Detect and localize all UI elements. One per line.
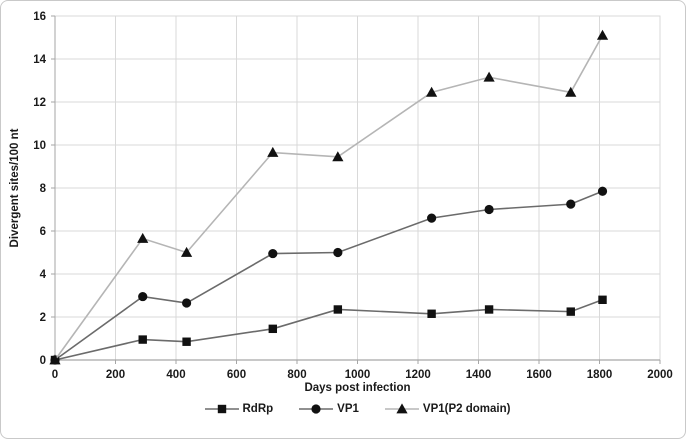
x-tick-label: 1000 bbox=[345, 369, 371, 381]
legend-triangle-icon bbox=[384, 403, 419, 414]
x-tick-label: 1800 bbox=[587, 369, 613, 381]
triangle-marker-icon bbox=[267, 146, 279, 157]
circle-marker-icon bbox=[138, 291, 148, 302]
square-marker-icon bbox=[333, 305, 343, 314]
circle-marker-icon bbox=[311, 404, 321, 414]
square-marker-icon bbox=[217, 404, 226, 414]
y-tick-label: 8 bbox=[40, 183, 47, 195]
x-tick-label: 600 bbox=[227, 369, 246, 381]
square-marker-icon bbox=[138, 335, 147, 344]
y-tick-label: 4 bbox=[40, 269, 47, 281]
square-marker-icon bbox=[427, 309, 436, 318]
x-tick-label: 1200 bbox=[405, 369, 431, 381]
triangle-marker-icon bbox=[332, 151, 344, 162]
circle-marker-icon bbox=[181, 298, 192, 308]
x-axis-label: Days post infection bbox=[304, 382, 410, 394]
square-marker-icon bbox=[566, 307, 575, 316]
legend-item-vp1-p2-domain-: VP1(P2 domain) bbox=[384, 402, 511, 416]
x-tick-label: 200 bbox=[106, 369, 125, 381]
triangle-marker-icon bbox=[137, 232, 149, 243]
triangle-marker-icon bbox=[596, 29, 609, 40]
chart-layers: 0 200 400 600 800 1000 1200 1400 1600 1800 2000 0 2 4… bbox=[33, 11, 673, 381]
square-marker-icon bbox=[182, 337, 191, 346]
series-vp1 bbox=[50, 186, 608, 365]
triangle-marker-icon bbox=[180, 246, 193, 257]
x-tick-label: 800 bbox=[287, 369, 306, 381]
chart-legend: RdRp VP1 VP1(P2 domain) bbox=[55, 402, 660, 416]
y-tick-label: 12 bbox=[33, 97, 46, 109]
triangle-marker-icon bbox=[396, 403, 408, 414]
circle-marker-icon bbox=[597, 186, 608, 196]
square-marker-icon bbox=[484, 305, 494, 314]
circle-marker-icon bbox=[484, 204, 494, 215]
legend-label: RdRp bbox=[242, 403, 274, 415]
triangle-marker-icon bbox=[565, 86, 577, 97]
square-marker-icon bbox=[268, 324, 277, 334]
x-tick-label: 1600 bbox=[526, 369, 552, 381]
x-tick-label: 2000 bbox=[647, 369, 673, 381]
legend-square-icon bbox=[204, 404, 239, 414]
x-tick-label: 0 bbox=[52, 369, 58, 381]
circle-marker-icon bbox=[333, 247, 343, 258]
triangle-marker-icon bbox=[426, 86, 438, 97]
triangle-marker-icon bbox=[483, 71, 495, 82]
y-tick-label: 6 bbox=[40, 226, 46, 238]
series-vp1-p2-domain- bbox=[49, 29, 609, 365]
gridlines bbox=[54, 15, 661, 361]
circle-marker-icon bbox=[268, 248, 278, 259]
triangle-marker-icon bbox=[49, 354, 61, 365]
series-rdrp bbox=[50, 295, 607, 365]
y-tick-label: 14 bbox=[33, 54, 46, 66]
y-tick-label: 16 bbox=[33, 11, 46, 23]
legend-label: VP1 bbox=[337, 403, 359, 415]
legend-item-vp1: VP1 bbox=[299, 402, 359, 416]
y-axis-label: Divergent sites/100 nt bbox=[9, 128, 21, 247]
series-line bbox=[54, 34, 604, 361]
y-tick-label: 0 bbox=[40, 355, 46, 367]
circle-marker-icon bbox=[566, 199, 576, 209]
tick-marks: 0 200 400 600 800 1000 1200 1400 1600 1800 2000 0 2 4… bbox=[33, 11, 673, 381]
x-tick-label: 1400 bbox=[466, 369, 492, 381]
square-marker-icon bbox=[598, 295, 607, 304]
legend-circle-icon bbox=[299, 404, 334, 414]
circle-marker-icon bbox=[427, 213, 437, 223]
y-tick-label: 2 bbox=[40, 312, 46, 324]
y-tick-label: 10 bbox=[33, 140, 46, 152]
legend-item-rdrp: RdRp bbox=[204, 402, 274, 416]
legend-label: VP1(P2 domain) bbox=[422, 403, 511, 415]
series-line bbox=[54, 299, 603, 361]
series-line bbox=[54, 190, 603, 361]
x-tick-label: 400 bbox=[166, 369, 185, 381]
